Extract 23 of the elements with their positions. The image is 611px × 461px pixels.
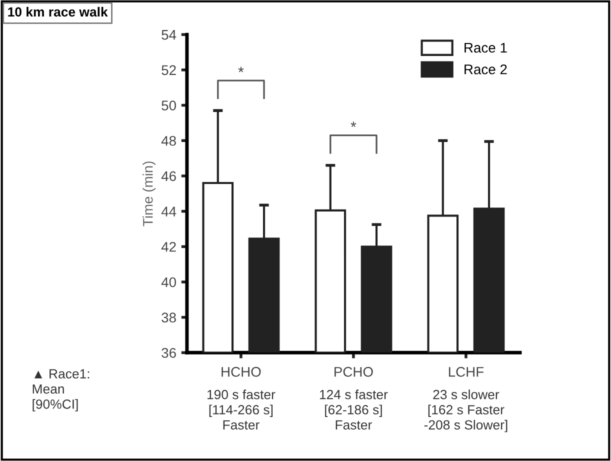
- y-tick-label: 42: [161, 242, 176, 252]
- y-tick-label: 40: [161, 277, 176, 288]
- legend-label: Race 1: [464, 42, 507, 53]
- y-tick-label: 50: [162, 100, 176, 110]
- y-tick-label: 38: [162, 312, 176, 322]
- text: 23 s slower [162 s Faster -208 s Slower]: [424, 390, 508, 432]
- y-axis-title: Time (min): [142, 162, 156, 226]
- text: 124 s faster [62-186 s] Faster: [320, 390, 388, 430]
- y-tick-label: 48: [161, 136, 176, 146]
- text: ▲ Race1: Mean [90%CI]: [32, 369, 90, 412]
- x-tick-label: HCHO: [222, 366, 261, 377]
- text: 190 s faster [114-266 s] Faster: [208, 390, 276, 430]
- annotation: *: [238, 66, 244, 72]
- y-tick-label: 52: [162, 65, 176, 76]
- x-tick-label: LCHF: [448, 366, 484, 377]
- annotation: *: [350, 122, 356, 127]
- x-tick-label: PCHO: [334, 366, 373, 377]
- y-tick-label: 54: [162, 30, 176, 40]
- legend-label: Race 2: [464, 64, 507, 74]
- y-tick-label: 46: [161, 171, 176, 182]
- y-tick-label: 44: [161, 206, 176, 216]
- y-tick-label: 36: [162, 348, 176, 358]
- text: 10 km race walk: [8, 6, 108, 17]
